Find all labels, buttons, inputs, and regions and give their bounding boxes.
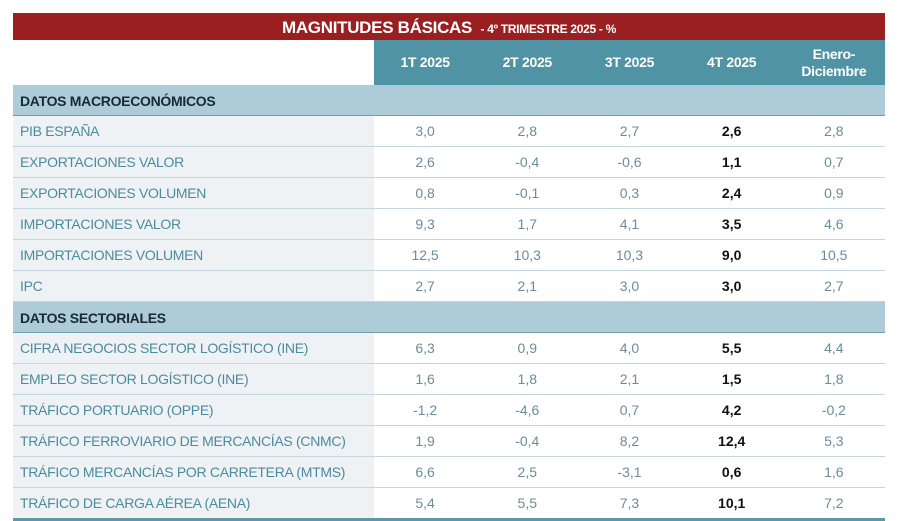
value-cell: 1,9 bbox=[415, 433, 435, 449]
column-header: Enero-Diciembre bbox=[782, 40, 885, 85]
value-cell: -4,6 bbox=[515, 402, 540, 418]
column-header: 3T 2025 bbox=[578, 40, 681, 85]
value-cell: 6,3 bbox=[415, 340, 435, 356]
value-cell: 2,6 bbox=[415, 154, 435, 170]
table-row: TRÁFICO DE CARGA AÉREA (AENA) 5,4 5,5 7,3 10… bbox=[13, 488, 885, 521]
value-cell: 4,0 bbox=[619, 340, 640, 356]
column-header-row: 1T 2025 2T 2025 3T 2025 4T 2025 Enero-Di… bbox=[13, 40, 885, 85]
table-row: TRÁFICO MERCANCÍAS POR CARRETERA (MTMS) 6… bbox=[13, 457, 885, 488]
value-cell: 3,0 bbox=[721, 278, 742, 294]
table-row: EXPORTACIONES VALOR 2,6 -0,4 -0,6 1,1 0,7 bbox=[13, 147, 885, 178]
table-row: EXPORTACIONES VOLUMEN 0,8 -0,1 0,3 2,4 0,9 bbox=[13, 178, 885, 209]
row-label: IPC bbox=[13, 271, 374, 301]
value-cell: 9,3 bbox=[415, 216, 435, 232]
value-cell: 3,0 bbox=[415, 123, 435, 139]
table-row: TRÁFICO FERROVIARIO DE MERCANCÍAS (CNMC)… bbox=[13, 426, 885, 457]
value-cell: 0,7 bbox=[824, 154, 844, 170]
row-label: EXPORTACIONES VOLUMEN bbox=[13, 178, 374, 208]
value-cell: 0,6 bbox=[721, 464, 742, 480]
value-cell: 2,5 bbox=[517, 464, 538, 480]
value-cell: 0,3 bbox=[619, 185, 640, 201]
value-cell: 8,2 bbox=[619, 433, 640, 449]
row-label: IMPORTACIONES VOLUMEN bbox=[13, 240, 374, 270]
value-cell: 6,6 bbox=[415, 464, 435, 480]
value-cell: 2,6 bbox=[721, 123, 742, 139]
value-cell: 2,7 bbox=[619, 123, 640, 139]
value-cell: -0,4 bbox=[515, 154, 540, 170]
table-row: IMPORTACIONES VALOR 9,3 1,7 4,1 3,5 4,6 bbox=[13, 209, 885, 240]
value-cell: 5,5 bbox=[517, 495, 538, 511]
value-cell: 10,5 bbox=[820, 247, 848, 263]
value-cell: 5,3 bbox=[824, 433, 844, 449]
value-cell: 9,0 bbox=[721, 247, 742, 263]
row-label: TRÁFICO FERROVIARIO DE MERCANCÍAS (CNMC) bbox=[13, 426, 374, 456]
table-row: TRÁFICO PORTUARIO (OPPE) -1,2 -4,6 0,7 4,2 -0… bbox=[13, 395, 885, 426]
value-cell: 1,8 bbox=[824, 371, 844, 387]
value-cell: 1,7 bbox=[517, 216, 538, 232]
value-cell: 3,5 bbox=[721, 216, 742, 232]
table-row: IPC 2,7 2,1 3,0 3,0 2,7 bbox=[13, 271, 885, 302]
value-cell: 2,1 bbox=[619, 371, 640, 387]
value-cell: 2,7 bbox=[824, 278, 844, 294]
value-cell: 5,4 bbox=[415, 495, 435, 511]
value-cell: 1,8 bbox=[517, 371, 538, 387]
value-cell: 2,8 bbox=[517, 123, 538, 139]
value-cell: 7,2 bbox=[824, 495, 844, 511]
value-cell: 4,6 bbox=[824, 216, 844, 232]
table-row: EMPLEO SECTOR LOGÍSTICO (INE) 1,6 1,8 2,1 1,… bbox=[13, 364, 885, 395]
section-header: DATOS SECTORIALES bbox=[13, 302, 885, 333]
column-header: 1T 2025 bbox=[374, 40, 477, 85]
value-cell: 1,1 bbox=[721, 154, 742, 170]
value-cell: 2,4 bbox=[721, 185, 742, 201]
value-cell: 2,1 bbox=[517, 278, 538, 294]
value-cell: 10,3 bbox=[513, 247, 541, 263]
row-label: TRÁFICO PORTUARIO (OPPE) bbox=[13, 395, 374, 425]
value-cell: 5,5 bbox=[721, 340, 742, 356]
value-cell: 0,9 bbox=[517, 340, 538, 356]
column-header: 2T 2025 bbox=[476, 40, 579, 85]
column-header: 4T 2025 bbox=[680, 40, 783, 85]
row-label: TRÁFICO MERCANCÍAS POR CARRETERA (MTMS) bbox=[13, 457, 374, 487]
row-label: PIB ESPAÑA bbox=[13, 116, 374, 146]
title-sub: - 4º TRIMESTRE 2025 - % bbox=[480, 22, 617, 36]
table-row: CIFRA NEGOCIOS SECTOR LOGÍSTICO (INE) 6,3… bbox=[13, 333, 885, 364]
section-header: DATOS MACROECONÓMICOS bbox=[13, 85, 885, 116]
table-row: PIB ESPAÑA 3,0 2,8 2,7 2,6 2,8 bbox=[13, 116, 885, 147]
value-cell: 1,6 bbox=[415, 371, 435, 387]
value-cell: 1,6 bbox=[824, 464, 844, 480]
value-cell: 12,4 bbox=[718, 433, 746, 449]
value-cell: 10,3 bbox=[615, 247, 644, 263]
value-cell: 0,7 bbox=[619, 402, 640, 418]
value-cell: 0,8 bbox=[415, 185, 435, 201]
value-cell: -0,6 bbox=[617, 154, 642, 170]
value-cell: 2,7 bbox=[415, 278, 435, 294]
value-cell: -0,1 bbox=[515, 185, 540, 201]
row-label: CIFRA NEGOCIOS SECTOR LOGÍSTICO (INE) bbox=[13, 333, 374, 363]
table-row: IMPORTACIONES VOLUMEN 12,5 10,3 10,3 9,0 10,5 bbox=[13, 240, 885, 271]
value-cell: -3,1 bbox=[617, 464, 642, 480]
value-cell: 10,1 bbox=[718, 495, 746, 511]
value-cell: -0,2 bbox=[821, 402, 846, 418]
magnitudes-table: MAGNITUDES BÁSICAS - 4º TRIMESTRE 2025 -… bbox=[13, 13, 885, 521]
value-cell: 1,5 bbox=[721, 371, 742, 387]
value-cell: 4,4 bbox=[824, 340, 844, 356]
row-label: EMPLEO SECTOR LOGÍSTICO (INE) bbox=[13, 364, 374, 394]
row-label: IMPORTACIONES VALOR bbox=[13, 209, 374, 239]
value-cell: 4,2 bbox=[721, 402, 742, 418]
row-label: TRÁFICO DE CARGA AÉREA (AENA) bbox=[13, 488, 374, 518]
value-cell: 12,5 bbox=[411, 247, 439, 263]
value-cell: -1,2 bbox=[413, 402, 438, 418]
value-cell: 0,9 bbox=[824, 185, 844, 201]
table-body: DATOS MACROECONÓMICOS PIB ESPAÑA 3,0 2,8 2,7… bbox=[13, 85, 885, 521]
value-cell: 4,1 bbox=[619, 216, 640, 232]
value-cell: 2,8 bbox=[824, 123, 844, 139]
value-cell: 7,3 bbox=[619, 495, 640, 511]
row-label: EXPORTACIONES VALOR bbox=[13, 147, 374, 177]
value-cell: -0,4 bbox=[515, 433, 540, 449]
title-main: MAGNITUDES BÁSICAS bbox=[281, 18, 473, 37]
value-cell: 3,0 bbox=[619, 278, 640, 294]
table-title: MAGNITUDES BÁSICAS - 4º TRIMESTRE 2025 -… bbox=[13, 13, 885, 40]
